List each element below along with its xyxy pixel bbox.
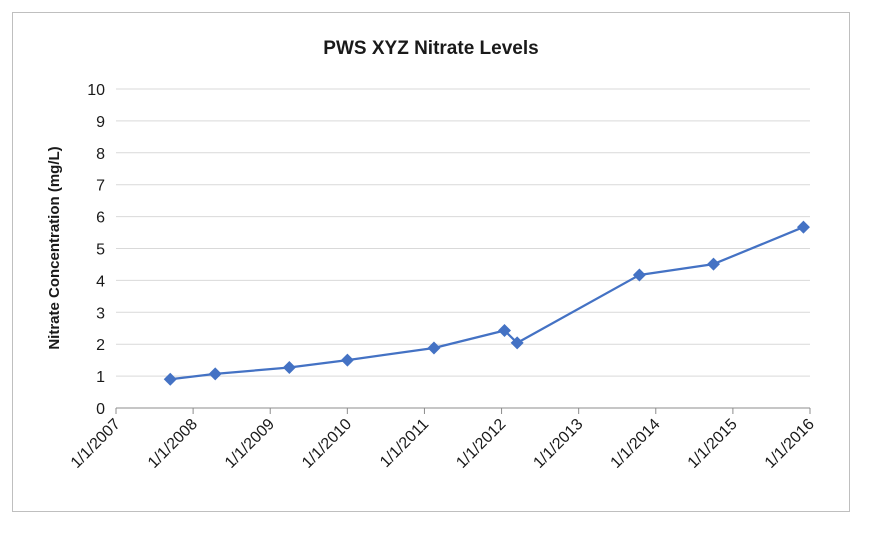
line-chart: PWS XYZ Nitrate Levels Nitrate Concentra…	[46, 38, 818, 472]
x-tick-label: 1/1/2009	[222, 416, 278, 472]
data-point	[427, 341, 441, 355]
y-tick-label: 1	[96, 369, 105, 386]
data-point	[282, 360, 296, 374]
y-tick-label: 8	[96, 146, 105, 163]
x-tick-label: 1/1/2011	[377, 416, 432, 471]
data-point	[208, 367, 222, 381]
y-axis-tick-labels: 0 1 2 3 4 5 6 7 8 9 10	[87, 82, 105, 418]
x-tick-label: 1/1/2010	[299, 416, 355, 472]
y-tick-label: 5	[96, 242, 105, 259]
y-tick-label: 2	[96, 337, 105, 354]
axes	[115, 407, 811, 414]
x-tick-label: 1/1/2015	[685, 416, 741, 472]
x-tick-label: 1/1/2008	[145, 416, 201, 472]
y-axis-title: Nitrate Concentration (mg/L)	[46, 146, 63, 349]
y-tick-label: 10	[87, 82, 105, 99]
series-line	[170, 226, 804, 381]
y-tick-label: 4	[96, 273, 105, 290]
gridlines	[116, 88, 810, 377]
data-point	[497, 323, 511, 337]
x-tick-label: 1/1/2012	[453, 416, 509, 472]
data-point	[510, 336, 524, 350]
data-point	[340, 353, 354, 367]
x-tick-label: 1/1/2007	[68, 416, 124, 472]
y-tick-label: 0	[96, 401, 105, 418]
data-point	[632, 268, 646, 282]
series-nitrate	[163, 220, 810, 386]
x-tick-label: 1/1/2014	[608, 416, 664, 472]
chart-title: PWS XYZ Nitrate Levels	[323, 38, 538, 59]
y-tick-label: 9	[96, 114, 105, 131]
y-tick-label: 7	[96, 178, 105, 195]
data-point	[796, 220, 810, 234]
x-axis-tick-labels: 1/1/2007 1/1/2008 1/1/2009 1/1/2010 1/1/2011…	[68, 416, 818, 472]
x-tick-label: 1/1/2016	[762, 416, 818, 472]
y-tick-label: 6	[96, 210, 105, 227]
chart-frame: PWS XYZ Nitrate Levels Nitrate Concentra…	[12, 12, 850, 512]
x-tick-label: 1/1/2013	[530, 416, 586, 472]
data-point	[707, 257, 721, 271]
data-point	[163, 372, 177, 386]
y-tick-label: 3	[96, 305, 105, 322]
